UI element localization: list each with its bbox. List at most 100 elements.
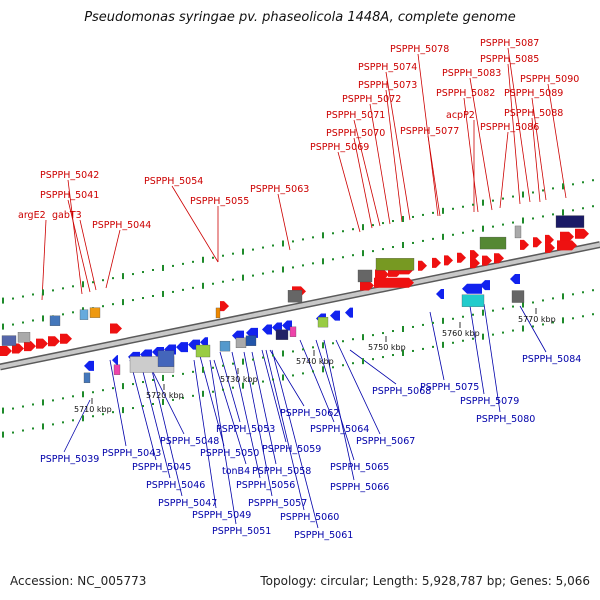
backbone-core: [0, 242, 600, 369]
outer-reverse-dots: [202, 390, 204, 397]
reverse-gene: [112, 355, 118, 366]
outer-reverse-dots: [482, 333, 484, 340]
forward-gene: [36, 338, 48, 349]
inner-reverse-dots: [152, 378, 154, 381]
gene-label-reverse: PSPPH_5067: [356, 436, 415, 447]
inner-reverse-dots: [472, 313, 474, 316]
gene-label-forward: PSPPH_5071: [326, 110, 385, 121]
inner-forward-dots: [102, 305, 104, 308]
gene-label-forward: PSPPH_5088: [504, 108, 563, 119]
inner-forward-dots: [562, 209, 564, 216]
inner-reverse-dots: [552, 297, 554, 300]
inner-forward-dots: [582, 207, 584, 210]
feature-box: [195, 344, 211, 358]
outer-reverse-dots: [112, 411, 114, 414]
forward-gene: [470, 250, 479, 261]
outer-reverse-dots: [432, 345, 434, 348]
gene-label-forward-leader: [417, 53, 439, 217]
gene-label-forward-leader: [277, 193, 291, 251]
inner-reverse-dots: [172, 374, 174, 377]
label-leader-lines: [41, 47, 567, 529]
inner-reverse-dots: [182, 372, 184, 375]
outer-forward-dots: [472, 203, 474, 206]
inner-reverse-dots: [82, 391, 84, 398]
inner-reverse-dots: [382, 332, 384, 335]
outer-forward-dots: [212, 256, 214, 259]
inner-reverse-dots: [442, 317, 444, 324]
outer-forward-dots: [152, 268, 154, 271]
outer-forward-dots: [432, 211, 434, 214]
inner-forward-dots: [412, 241, 414, 244]
outer-forward-dots: [542, 189, 544, 192]
gene-label-forward: PSPPH_5069: [310, 142, 369, 153]
forward-gene: [418, 260, 427, 271]
gene-label-forward: PSPPH_5070: [326, 128, 385, 139]
genome-backbone: [0, 241, 600, 371]
inner-forward-dots: [122, 299, 124, 306]
inner-reverse-dots: [402, 325, 404, 332]
gene-label-reverse-leader: [209, 359, 237, 525]
gene-label-reverse-leader: [193, 359, 217, 509]
inner-reverse-dots: [322, 342, 324, 349]
inner-reverse-dots: [572, 293, 574, 296]
inner-forward-dots: [312, 262, 314, 265]
gene-label-reverse: PSPPH_5064: [310, 424, 369, 435]
inner-reverse-dots: [232, 362, 234, 365]
inner-reverse-dots: [522, 301, 524, 308]
feature-box: [555, 215, 585, 228]
feature-box: [235, 337, 247, 349]
gene-label-reverse: PSPPH_5062: [280, 408, 339, 419]
tick-label: 5760 kbp: [442, 329, 480, 338]
genome-summary-text: Topology: circular; Length: 5,928,787 bp…: [260, 574, 590, 588]
inner-forward-dots: [422, 239, 424, 242]
gene-label-reverse-leader: [139, 359, 171, 479]
gene-label-reverse: PSPPH_5084: [522, 354, 581, 365]
inner-forward-dots: [2, 323, 4, 330]
outer-reverse-dots: [492, 333, 494, 336]
gene-label-reverse: PSPPH_5080: [476, 414, 535, 425]
gene-label-reverse-leader: [129, 359, 157, 461]
outer-forward-dots: [592, 179, 594, 182]
feature-box: [113, 364, 121, 375]
inner-forward-dots: [452, 233, 454, 236]
inner-forward-dots: [292, 266, 294, 269]
outer-reverse-dots: [92, 415, 94, 418]
gene-label-forward-leader: [353, 137, 373, 229]
gene-label-forward: PSPPH_5078: [390, 44, 449, 55]
gene-label-reverse: PSPPH_5051: [212, 526, 271, 537]
outer-forward-dots: [562, 183, 564, 190]
outer-reverse-dots: [582, 315, 584, 318]
reverse-gene: [436, 289, 444, 300]
inner-forward-dots: [492, 225, 494, 228]
inner-forward-dots: [482, 225, 484, 232]
inner-reverse-dots: [412, 325, 414, 328]
inner-forward-dots: [502, 223, 504, 226]
outer-reverse-dots: [422, 347, 424, 350]
gene-label-forward: PSPPH_5087: [480, 38, 539, 49]
tick-label: 5740 kbp: [296, 357, 334, 366]
gene-label-reverse: PSPPH_5048: [160, 436, 219, 447]
gene-label-reverse-leader: [213, 359, 247, 465]
inner-forward-dots: [242, 274, 244, 281]
outer-forward-dots: [342, 230, 344, 233]
reverse-gene: [84, 360, 94, 371]
gene-label-reverse: PSPPH_5050: [200, 448, 259, 459]
gene-labels: argE2 PSPPH_5042 PSPPH_5041 gabT3 PSPPH_5044…: [18, 38, 581, 541]
outer-reverse-dots: [402, 349, 404, 356]
gene-label-forward-leader: [463, 97, 479, 213]
outer-reverse-dots: [162, 398, 164, 405]
gene-label-forward: argE2: [18, 210, 46, 221]
gene-label-forward: PSPPH_5085: [480, 54, 539, 65]
gene-label-forward-leader: [353, 119, 381, 227]
gene-label-forward: PSPPH_5077: [400, 126, 459, 137]
outer-forward-dots: [162, 264, 164, 271]
inner-reverse-dots: [62, 397, 64, 400]
gene-label-reverse: PSPPH_5068: [372, 386, 431, 397]
outer-reverse-dots: [532, 325, 534, 328]
gene-label-reverse: PSPPH_5065: [330, 462, 389, 473]
inner-forward-dots: [112, 303, 114, 306]
inner-reverse-dots: [12, 407, 14, 410]
reverse-gene: [345, 307, 353, 318]
feature-box: [1, 335, 17, 346]
